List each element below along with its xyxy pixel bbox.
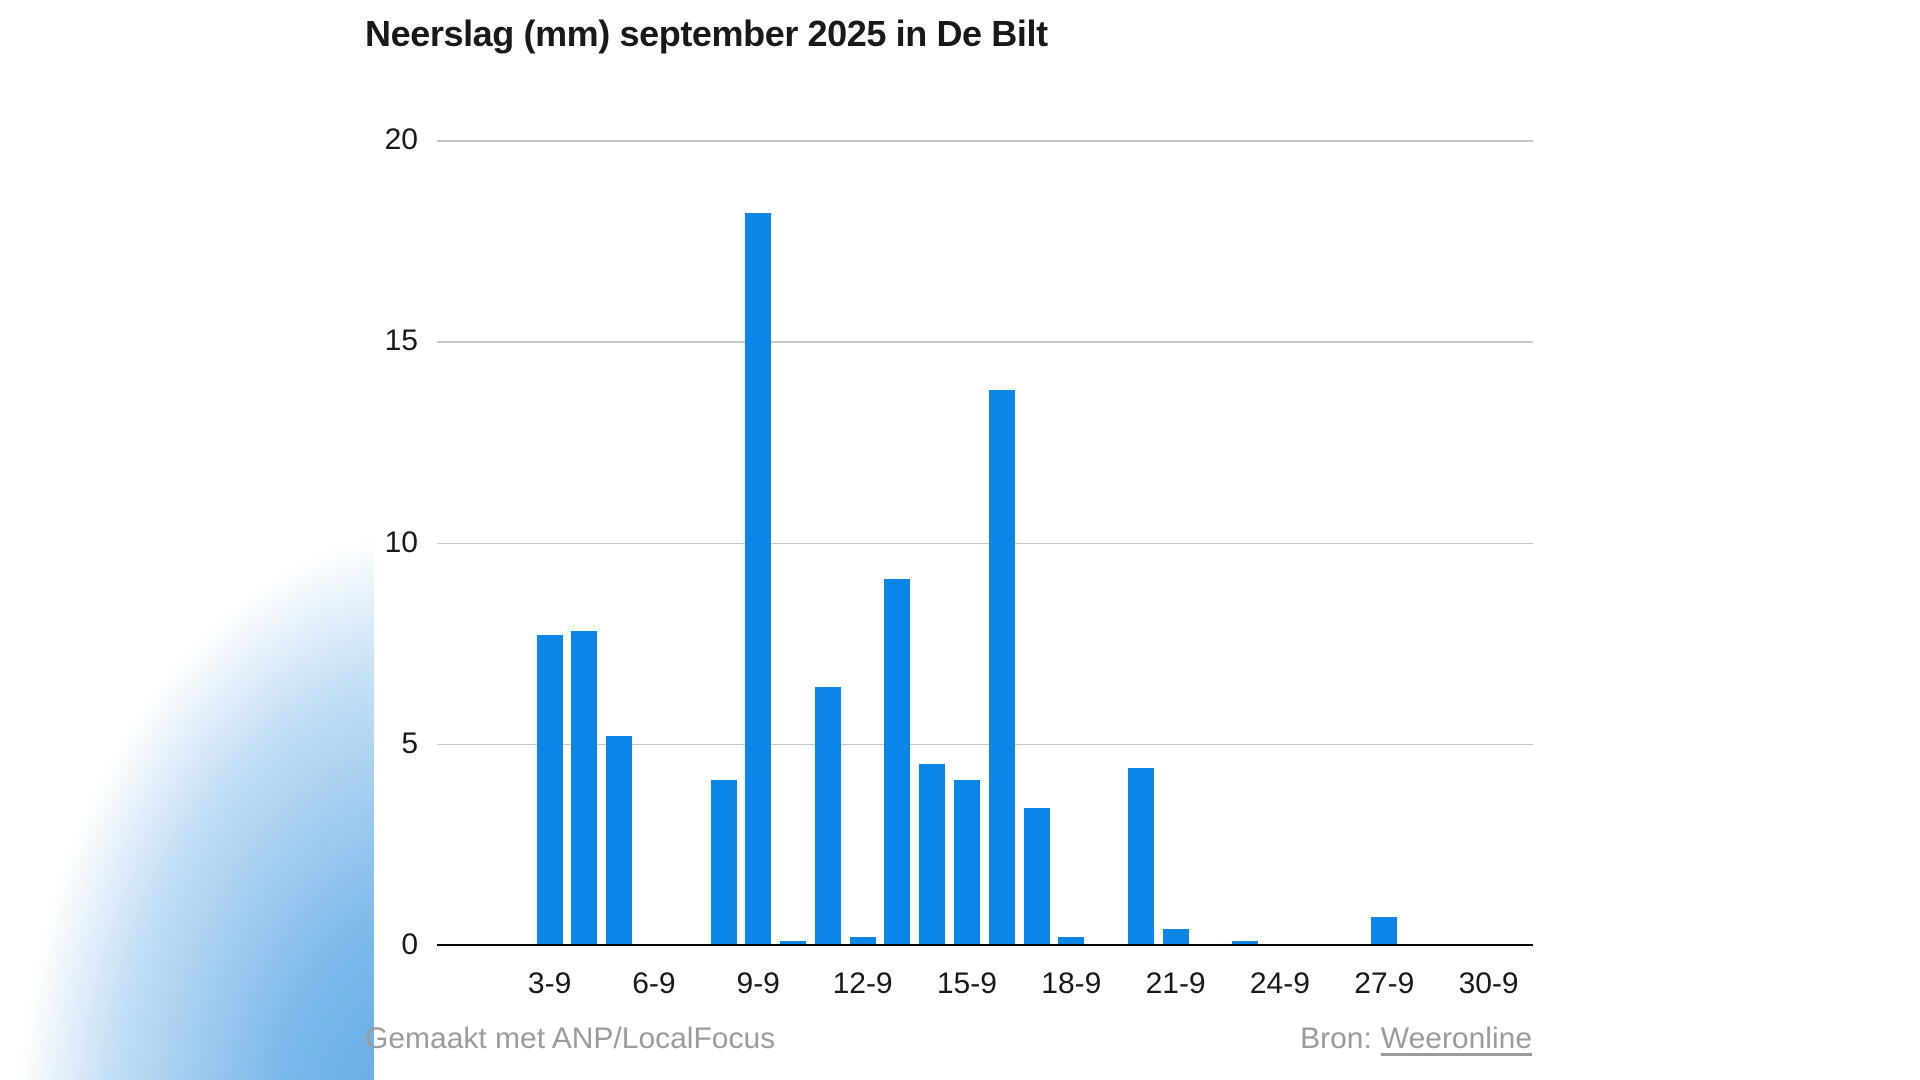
x-tick-label-9-9: 9-9 (736, 967, 780, 1000)
bar-day-9-9[interactable] (745, 212, 772, 945)
x-tick-label-12-9: 12-9 (832, 967, 893, 1000)
y-tick-label-10: 10 (384, 525, 418, 559)
x-tick-label-24-9: 24-9 (1249, 967, 1310, 1000)
bar-day-16-9[interactable] (988, 389, 1015, 945)
chart-title: Neerslag (mm) september 2025 in De Bilt (365, 13, 1048, 54)
bar-day-12-9[interactable] (849, 936, 876, 945)
plot-area: 0 5 10 15 20 3-9 6-9 9-9 12-9 15-9 18-9 21-9 24-9 27-… (385, 123, 1533, 1000)
bar-day-3-9[interactable] (536, 635, 563, 945)
bar-day-4-9[interactable] (571, 631, 598, 945)
y-tick-label-0: 0 (401, 928, 418, 961)
x-tick-label-30-9: 30-9 (1458, 967, 1519, 1000)
y-tick-label-5: 5 (401, 726, 418, 760)
background-gradient-blob (0, 0, 374, 1080)
bar-day-21-9[interactable] (1162, 928, 1189, 945)
gridline-5 (437, 743, 1533, 746)
bar-day-11-9[interactable] (814, 687, 841, 945)
bar-day-20-9[interactable] (1127, 767, 1154, 945)
source-label: Bron: (1300, 1022, 1372, 1055)
x-tick-label-21-9: 21-9 (1145, 967, 1206, 1000)
bar-day-10-9[interactable] (780, 941, 806, 945)
bar-day-18-9[interactable] (1058, 936, 1085, 945)
x-tick-label-18-9: 18-9 (1041, 967, 1102, 1000)
bar-day-17-9[interactable] (1023, 808, 1050, 945)
x-tick-label-27-9: 27-9 (1354, 967, 1415, 1000)
x-tick-label-6-9: 6-9 (632, 967, 676, 1000)
bar-day-27-9[interactable] (1371, 916, 1398, 945)
x-tick-label-3-9: 3-9 (527, 967, 572, 1000)
gridline-20 (437, 140, 1533, 142)
gridline-10 (437, 542, 1533, 544)
bar-day-15-9[interactable] (953, 780, 980, 945)
source-link[interactable]: Weeronline (1380, 1022, 1532, 1055)
y-tick-label-15: 15 (384, 324, 418, 358)
gridline-15 (437, 341, 1533, 343)
bar-day-23-9[interactable] (1232, 941, 1259, 945)
credit-text: Gemaakt met ANP/LocalFocus (365, 1022, 776, 1055)
bar-day-8-9[interactable] (710, 780, 737, 945)
bar-day-5-9[interactable] (606, 735, 633, 945)
x-axis-line (437, 943, 1533, 946)
bar-day-14-9[interactable] (919, 763, 946, 945)
source-text: Bron: Weeronline (1300, 1022, 1532, 1056)
y-tick-label-20: 20 (384, 123, 418, 156)
chart-footer: Gemaakt met ANP/LocalFocus Bron: Weeronli… (365, 1022, 1532, 1056)
x-tick-label-15-9: 15-9 (936, 967, 997, 1000)
bar-day-13-9[interactable] (884, 578, 911, 945)
